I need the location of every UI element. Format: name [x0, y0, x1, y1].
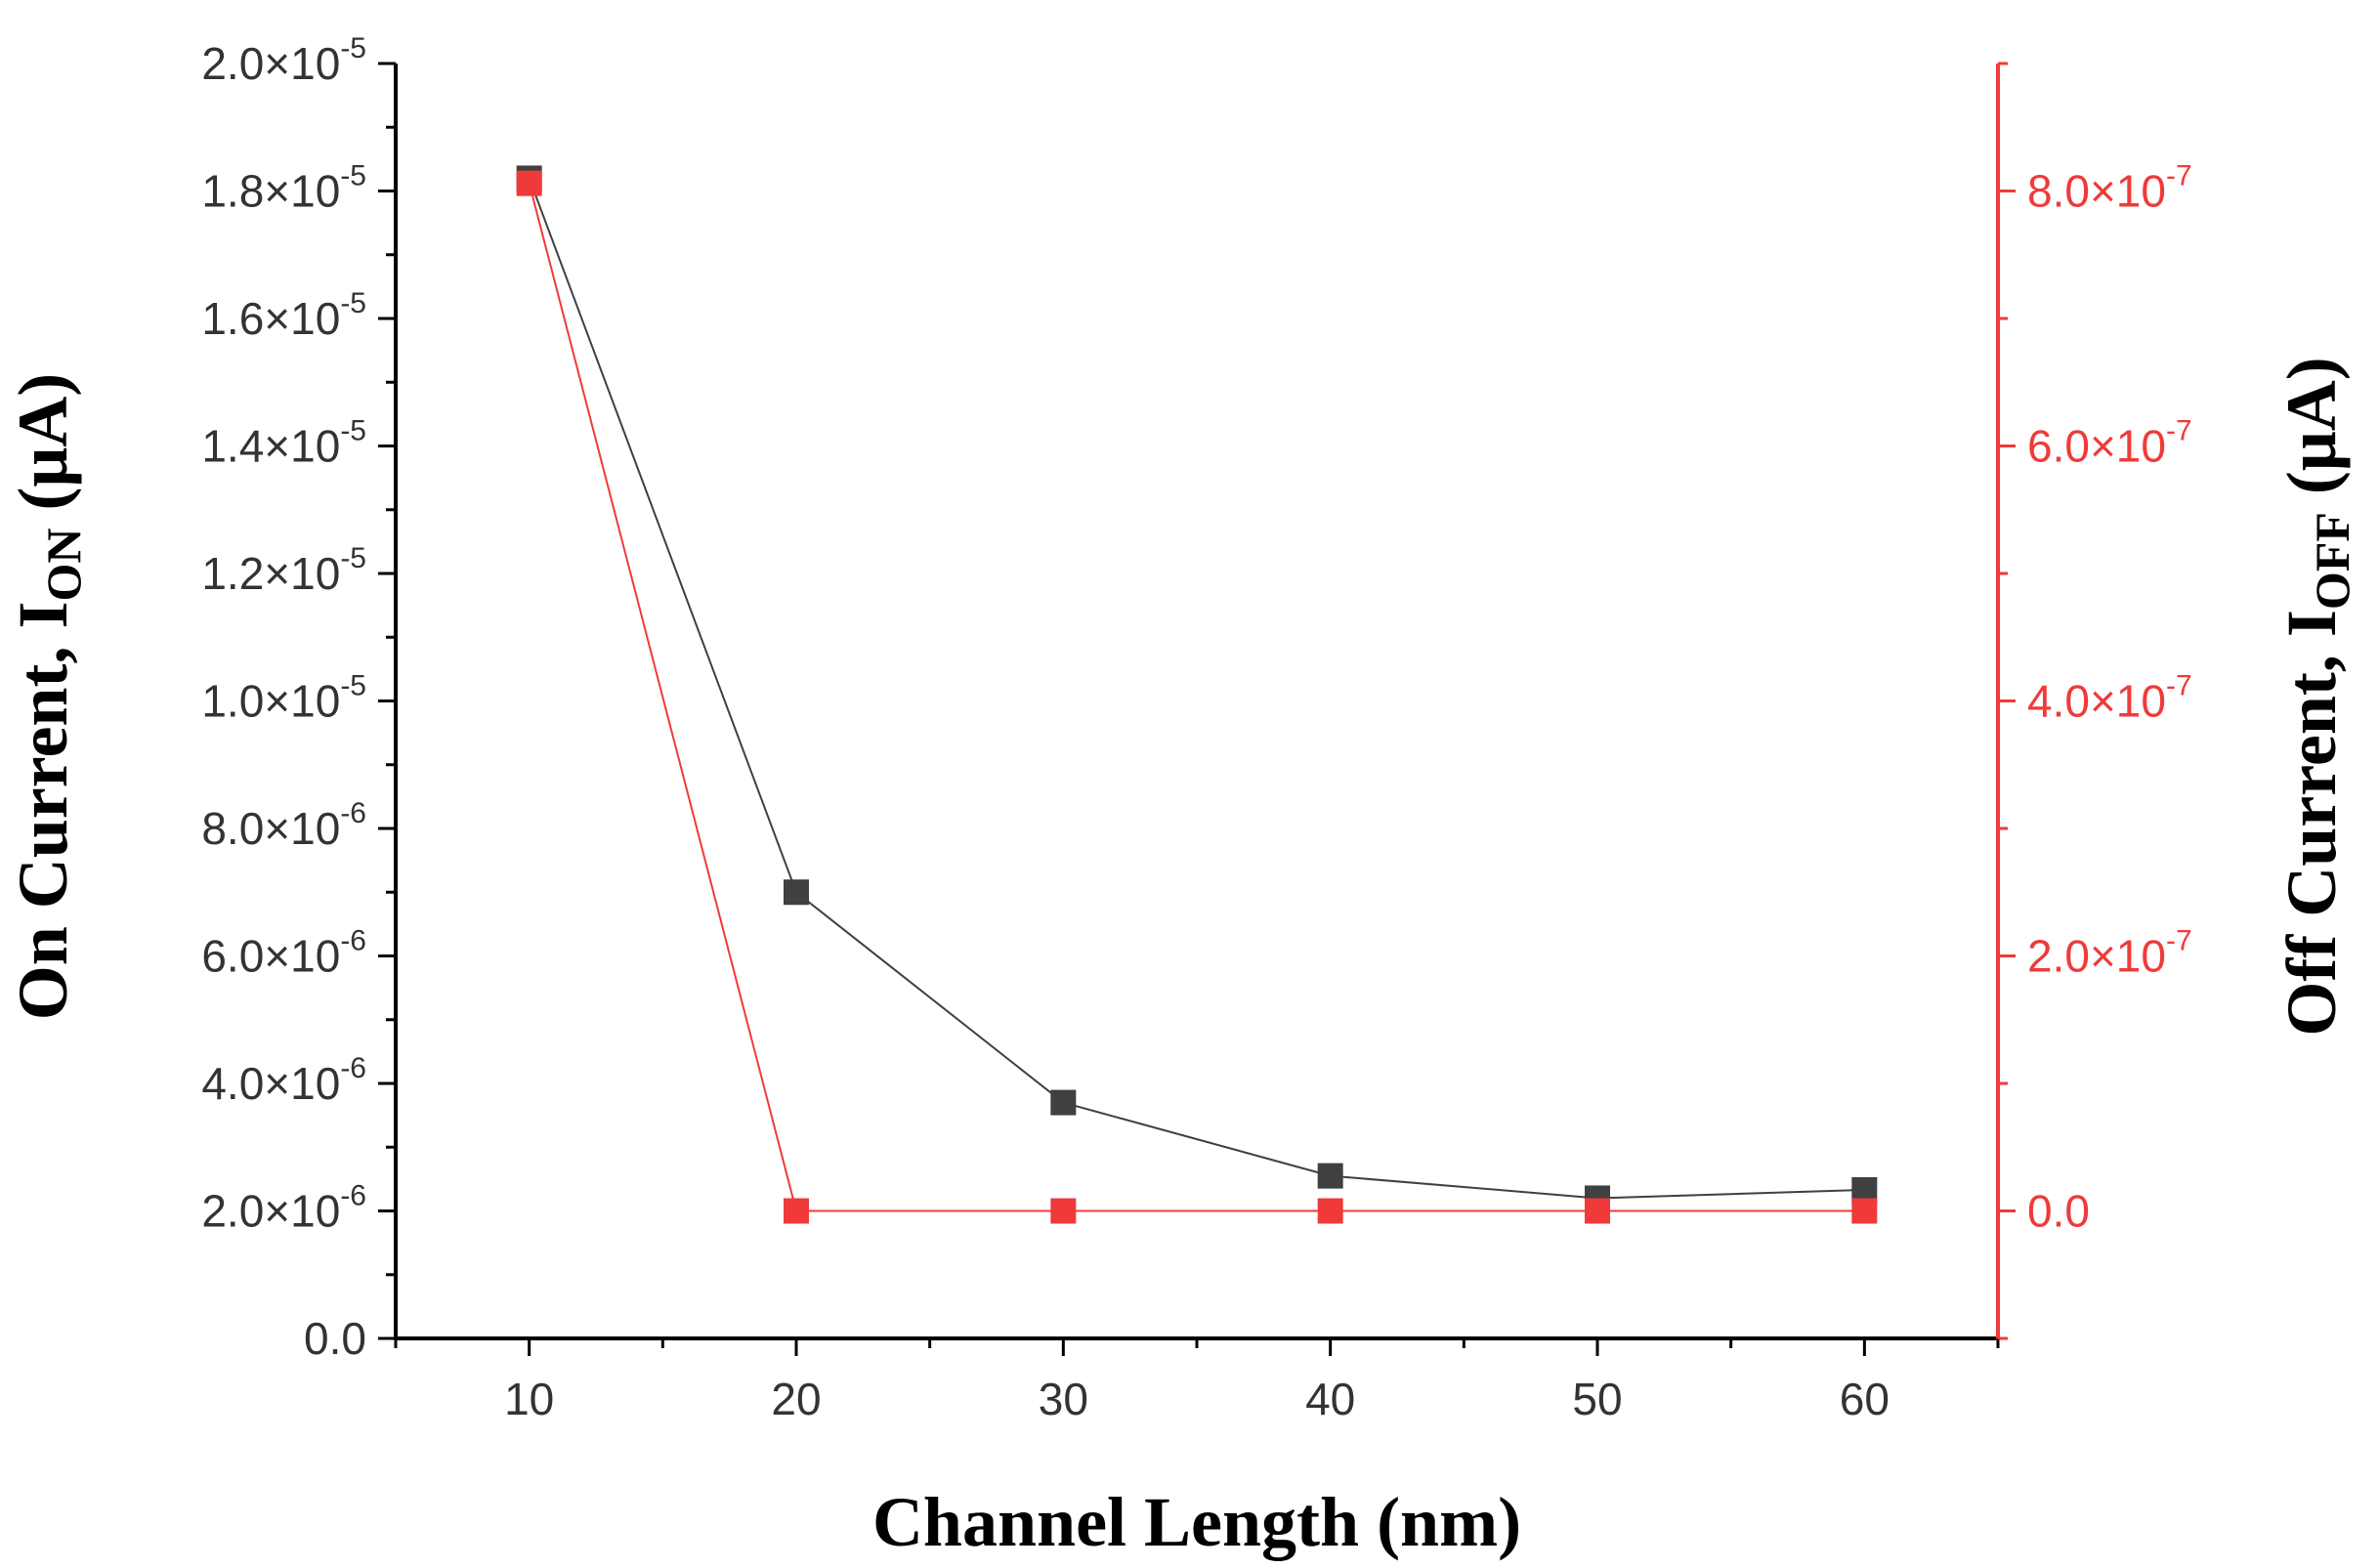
y2-tick-label: 8.0×10-7: [2027, 160, 2192, 217]
y2-tick-label: 4.0×10-7: [2027, 670, 2192, 727]
series-1-marker: [1317, 1163, 1343, 1189]
y-tick-label: 6.0×10-6: [201, 925, 366, 982]
series-2-line: [528, 183, 1865, 1212]
labels-layer: Channel Length (nm) On Current, ION (μA)…: [4, 357, 2359, 1561]
y-axis-title-subscript: ON: [36, 529, 91, 602]
y2-axis-title-subscript: OFF: [2305, 512, 2359, 610]
series-1-marker: [1050, 1089, 1077, 1116]
y-tick-label: 1.4×10-5: [201, 415, 366, 472]
y-axis-title-text: On Current, I: [4, 602, 82, 1021]
y-axis-title-unit: (μA): [4, 373, 82, 529]
series-2-marker: [1050, 1198, 1077, 1224]
y-tick-label: 8.0×10-6: [201, 797, 366, 854]
y-tick-label: 0.0: [304, 1313, 366, 1364]
x-axis-title: Channel Length (nm): [872, 1483, 1521, 1561]
series-2-marker: [1585, 1198, 1610, 1224]
series-1-marker: [784, 879, 809, 906]
y-tick-label: 1.8×10-5: [201, 160, 366, 217]
x-tick-label: 40: [1305, 1374, 1355, 1424]
x-tick-label: 30: [1039, 1374, 1088, 1424]
series-1-line: [528, 178, 1865, 1200]
x-tick-label: 10: [504, 1374, 554, 1424]
x-tick-label: 20: [771, 1374, 821, 1424]
y-tick-label: 1.0×10-5: [201, 670, 366, 727]
y-tick-label: 1.6×10-5: [201, 287, 366, 344]
y2-axis-title-text: Off Current, I: [2273, 610, 2351, 1037]
y2-axis-title: Off Current, IOFF (μA): [2273, 357, 2359, 1036]
series-2-marker: [1317, 1198, 1343, 1224]
x-tick-label: 60: [1840, 1374, 1890, 1424]
series-2-marker: [516, 170, 542, 196]
y-tick-label: 4.0×10-6: [201, 1052, 366, 1109]
y2-tick-label: 2.0×10-7: [2027, 925, 2192, 982]
y-tick-label: 1.2×10-5: [201, 542, 366, 599]
y2-tick-label: 6.0×10-7: [2027, 415, 2192, 472]
series-2-marker: [1851, 1198, 1878, 1224]
y-axis-title: On Current, ION (μA): [4, 373, 91, 1020]
y2-axis-title-unit: (μA): [2273, 357, 2351, 512]
y2-tick-label: 0.0: [2027, 1186, 2090, 1237]
x-tick-label: 50: [1572, 1374, 1622, 1424]
ticks-layer: 10 20 30 40 50 60 0.0 2.0×10-6 4.0×10-6 6.0×10-6 8…: [201, 32, 2191, 1424]
series-2-marker: [784, 1198, 809, 1224]
axes-layer: [394, 64, 2000, 1340]
y-tick-label: 2.0×10-6: [201, 1180, 366, 1237]
y-tick-label: 2.0×10-5: [201, 32, 366, 89]
series-layer: [516, 165, 1878, 1224]
